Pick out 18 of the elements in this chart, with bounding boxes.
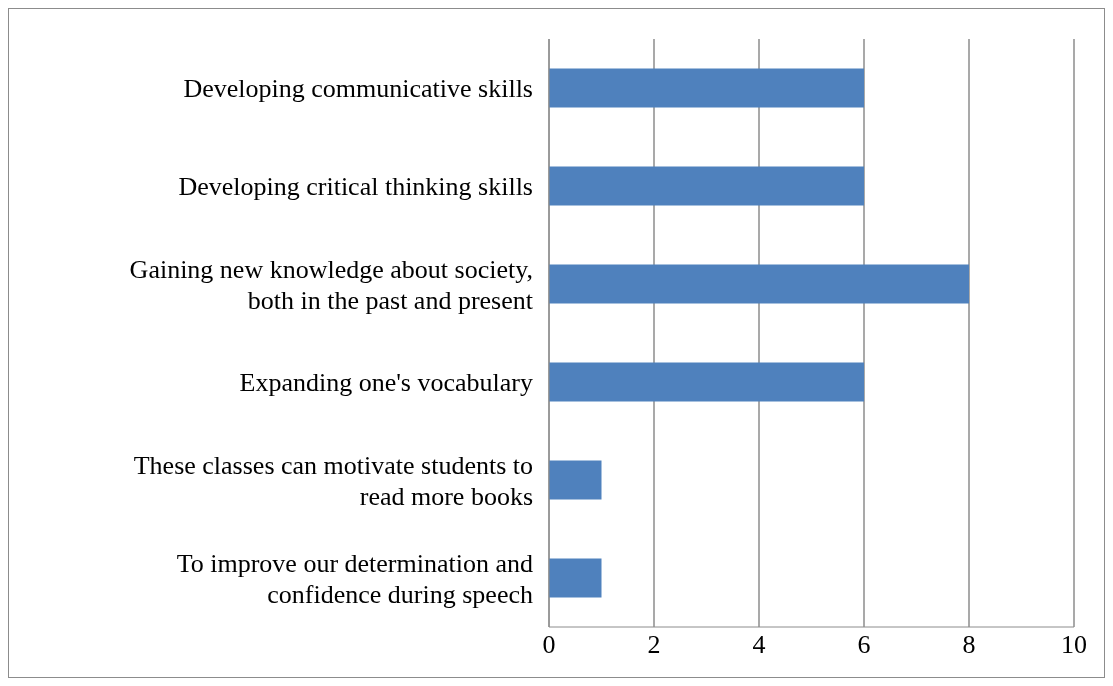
bar [549, 68, 864, 108]
y-tick-label: Developing communicative skills [183, 73, 533, 103]
y-tick-label: To improve our determination and confidence during speech [176, 548, 533, 608]
x-tick-label: 4 [752, 630, 766, 660]
x-tick-label: 0 [542, 630, 556, 660]
bar [549, 362, 864, 402]
bar [549, 166, 864, 206]
y-tick-label: Gaining new knowledge about society, both in the past and present [129, 254, 534, 314]
y-tick-label: Developing critical thinking skills [178, 171, 533, 201]
bar [549, 264, 969, 304]
bar [549, 460, 602, 500]
x-tick-label: 8 [962, 630, 976, 660]
y-tick-label: These classes can motivate students to read more books [133, 450, 533, 510]
bar [549, 558, 602, 598]
y-tick-label: Expanding one's vocabulary [239, 367, 533, 397]
x-tick-label: 2 [647, 630, 661, 660]
x-tick-label: 6 [857, 630, 871, 660]
x-tick-label: 10 [1061, 630, 1087, 660]
